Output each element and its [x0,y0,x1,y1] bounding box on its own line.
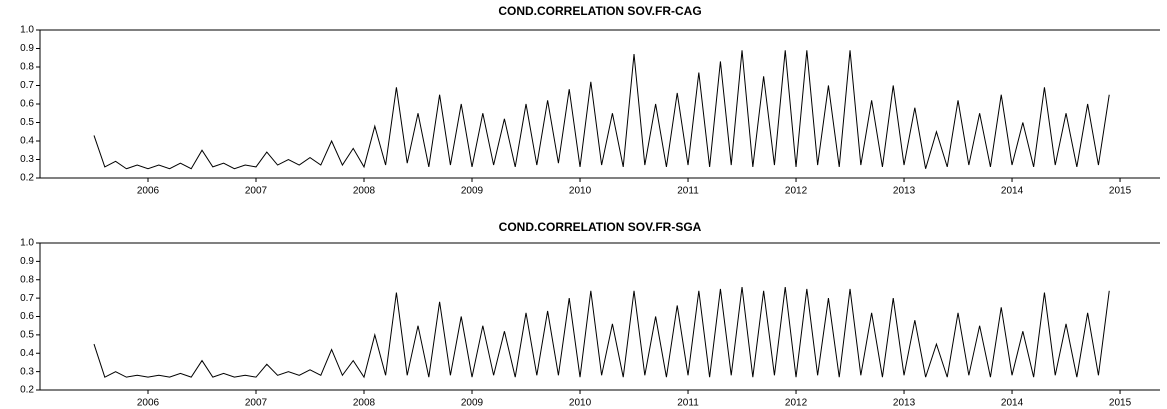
x-tick-label: 2015 [1109,186,1132,197]
y-tick-label: 1.0 [20,25,34,36]
x-tick-label: 2006 [137,186,160,197]
y-tick-label: 0.8 [20,274,34,285]
x-tick-label: 2012 [785,186,808,197]
x-tick-label: 2008 [353,186,376,197]
y-tick-label: 0.5 [20,117,34,128]
y-tick-label: 0.7 [20,293,34,304]
series-line [93,287,1110,379]
y-tick-label: 0.4 [20,348,34,359]
x-tick-label: 2008 [353,398,376,409]
x-tick-label: 2006 [137,398,160,409]
x-tick-label: 2010 [569,186,592,197]
y-tick-label: 1.0 [20,238,34,249]
chart-title: COND.CORRELATION SOV.FR-SGA [499,220,702,234]
y-tick-label: 0.6 [20,99,34,110]
y-tick-label: 0.4 [20,136,34,147]
x-tick-label: 2012 [785,398,808,409]
y-tick-label: 0.3 [20,154,34,165]
y-tick-label: 0.9 [20,43,34,54]
y-tick-label: 0.5 [20,330,34,341]
x-tick-label: 2010 [569,398,592,409]
y-tick-label: 0.7 [20,80,34,91]
x-tick-label: 2014 [1001,186,1024,197]
x-tick-label: 2009 [461,186,484,197]
y-tick-label: 0.2 [20,385,34,396]
y-tick-label: 0.6 [20,311,34,322]
chart-title: COND.CORRELATION SOV.FR-CAG [498,4,701,18]
x-tick-label: 2007 [245,398,268,409]
x-tick-label: 2013 [893,186,916,197]
y-tick-label: 0.2 [20,173,34,184]
x-tick-label: 2011 [677,398,699,409]
y-tick-label: 0.8 [20,62,34,73]
series-line [93,50,1110,170]
x-tick-label: 2013 [893,398,916,409]
x-tick-label: 2007 [245,186,268,197]
x-tick-label: 2011 [677,186,699,197]
x-tick-label: 2015 [1109,398,1132,409]
y-tick-label: 0.3 [20,366,34,377]
x-tick-label: 2009 [461,398,484,409]
x-tick-label: 2014 [1001,398,1024,409]
y-tick-label: 0.9 [20,256,34,267]
